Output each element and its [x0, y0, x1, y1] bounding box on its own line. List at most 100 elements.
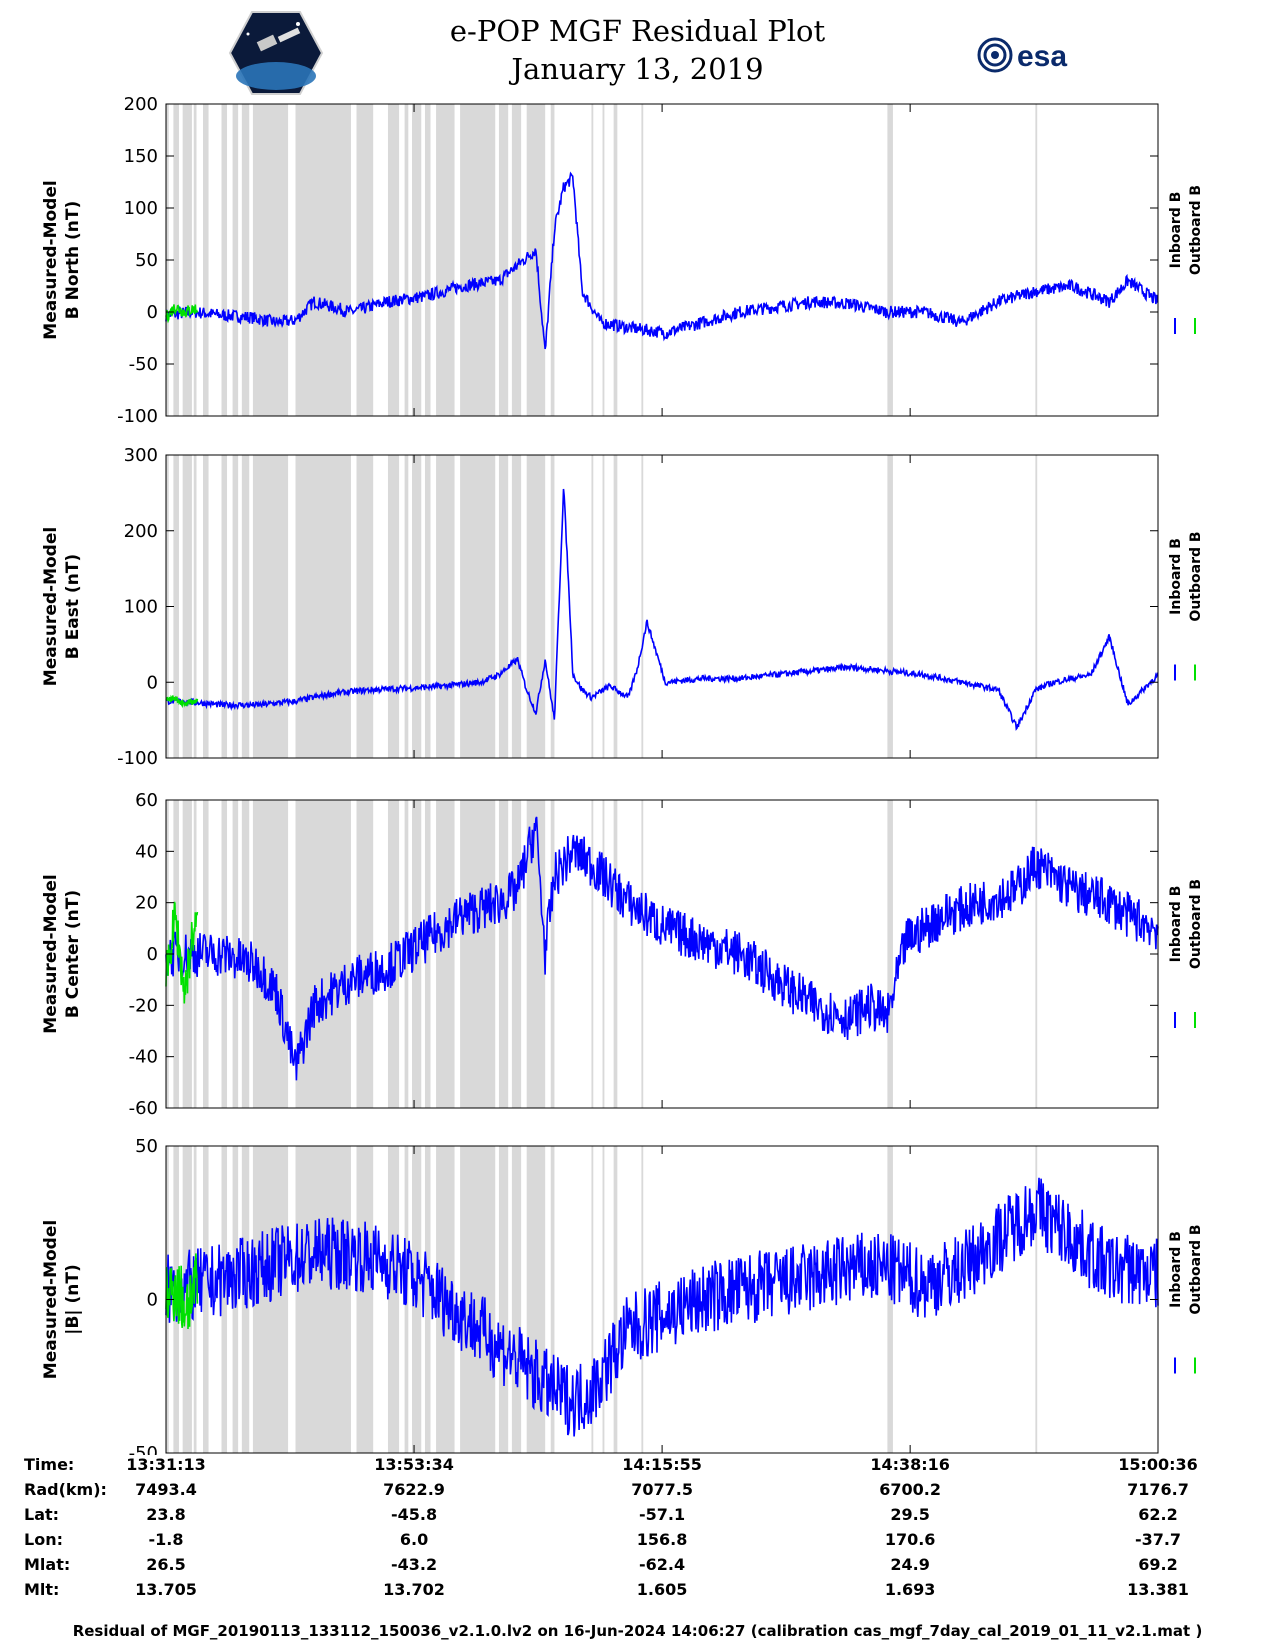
data-gap-band	[221, 1146, 228, 1453]
y-axis-label: Measured-Model	[41, 527, 61, 686]
data-gap-band	[221, 455, 228, 758]
data-gap-band	[613, 455, 618, 758]
data-gap-band	[295, 1146, 351, 1453]
y-tick-label: 0	[147, 302, 158, 323]
esa-logo-icon: esa	[977, 37, 1067, 73]
data-gap-band	[550, 1146, 555, 1453]
info-cell: 170.6	[884, 1530, 936, 1549]
orbit-info-table: Time: Rad(km): Lat: Lon: Mlat: Mlt: 13:31:13 74…	[0, 1455, 1275, 1615]
data-gap-band	[202, 1146, 209, 1453]
outboard-series-line	[165, 1253, 199, 1330]
data-gap-band	[424, 1146, 431, 1453]
info-cell: -1.8	[148, 1530, 184, 1549]
info-row-label: Mlt:	[24, 1580, 60, 1599]
y-tick-label: 0	[147, 1290, 158, 1311]
info-row-label: Rad(km):	[24, 1480, 107, 1499]
info-cell: 14:15:55	[622, 1455, 702, 1474]
y-axis-label: Measured-Model	[41, 874, 61, 1033]
data-gap-band	[241, 104, 250, 416]
data-gap-band	[887, 800, 893, 1108]
data-gap-band	[232, 104, 239, 416]
y-tick-label: 100	[124, 597, 158, 618]
esa-logo-text: esa	[1017, 40, 1067, 73]
data-gap-band	[232, 800, 239, 1108]
info-cell: 7622.9	[383, 1480, 445, 1499]
inboard-series-line	[165, 488, 1159, 731]
data-gap-band	[182, 455, 192, 758]
info-cell: 7493.4	[135, 1480, 197, 1499]
data-gap-band	[1035, 104, 1038, 416]
data-gap-band	[887, 1146, 893, 1453]
info-row-label: Lon:	[24, 1530, 63, 1549]
info-cell: 15:00:36	[1118, 1455, 1198, 1474]
data-gap-band	[602, 104, 605, 416]
data-gap-band	[460, 800, 496, 1108]
data-gap-band	[526, 800, 546, 1108]
data-gap-band	[460, 1146, 496, 1453]
data-gap-band	[602, 800, 605, 1108]
y-tick-label: 0	[147, 944, 158, 965]
data-gap-band	[387, 104, 400, 416]
y-tick-label: 300	[124, 445, 158, 466]
data-gap-band	[232, 455, 239, 758]
data-gap-band	[641, 800, 644, 1108]
data-gap-band	[498, 455, 509, 758]
data-gap-band	[641, 104, 644, 416]
info-cell: 7176.7	[1127, 1480, 1189, 1499]
data-gap-band	[602, 455, 605, 758]
info-cell: 13.381	[1127, 1580, 1189, 1599]
info-cell: 69.2	[1138, 1555, 1178, 1574]
data-gap-band	[387, 800, 400, 1108]
plot-date: January 13, 2019	[511, 52, 764, 86]
y-tick-label: -20	[129, 995, 158, 1016]
plot-title: e-POP MGF Residual Plot	[449, 14, 826, 48]
y-tick-label: 50	[135, 250, 158, 271]
data-gap-band	[387, 1146, 400, 1453]
info-cell: -43.2	[390, 1555, 438, 1574]
data-gap-band	[1035, 1146, 1038, 1453]
legend-label-inboard: Inboard B	[1168, 1231, 1184, 1308]
data-gap-band	[460, 104, 496, 416]
outboard-series-line	[165, 901, 199, 1004]
data-gap-band	[498, 1146, 509, 1453]
legend-label-outboard: Outboard B	[1188, 1224, 1204, 1314]
data-gap-band	[356, 800, 374, 1108]
info-cell: -37.7	[1134, 1530, 1182, 1549]
data-gap-band	[436, 455, 455, 758]
data-gap-band	[1035, 455, 1038, 758]
data-gap-band	[412, 104, 422, 416]
data-gap-band	[295, 800, 351, 1108]
info-cell: 6700.2	[879, 1480, 941, 1499]
legend-label-outboard: Outboard B	[1188, 879, 1204, 969]
info-row-label: Lat:	[24, 1505, 60, 1524]
data-gap-band	[887, 104, 893, 416]
data-gap-band	[591, 1146, 594, 1453]
y-tick-label: 150	[124, 146, 158, 167]
data-gap-band	[591, 104, 594, 416]
data-gap-band	[550, 455, 555, 758]
header: e-POP MGF Residual Plot January 13, 2019…	[0, 0, 1275, 100]
y-tick-label: 20	[135, 893, 158, 914]
data-gap-band	[602, 1146, 605, 1453]
data-gap-band	[241, 455, 250, 758]
data-gap-band	[193, 104, 197, 416]
data-gap-band	[511, 104, 522, 416]
data-gap-band	[295, 455, 351, 758]
data-gap-band	[295, 104, 351, 416]
info-cell: -57.1	[639, 1505, 686, 1524]
info-cell: 156.8	[636, 1530, 688, 1549]
info-cell: 26.5	[146, 1555, 186, 1574]
info-cell: -62.4	[639, 1555, 686, 1574]
y-tick-label: 100	[124, 198, 158, 219]
info-cell: 13.705	[135, 1580, 197, 1599]
y-tick-label: 200	[124, 94, 158, 115]
data-gap-band	[202, 104, 209, 416]
data-gap-band	[511, 1146, 522, 1453]
y-axis-label: B Center (nT)	[63, 890, 83, 1018]
data-gap-band	[424, 104, 431, 416]
y-tick-label: -100	[117, 748, 158, 769]
y-axis-label: B North (nT)	[63, 201, 83, 320]
y-axis-label: Measured-Model	[41, 1220, 61, 1379]
data-gap-band	[526, 1146, 546, 1453]
data-gap-band	[436, 104, 455, 416]
